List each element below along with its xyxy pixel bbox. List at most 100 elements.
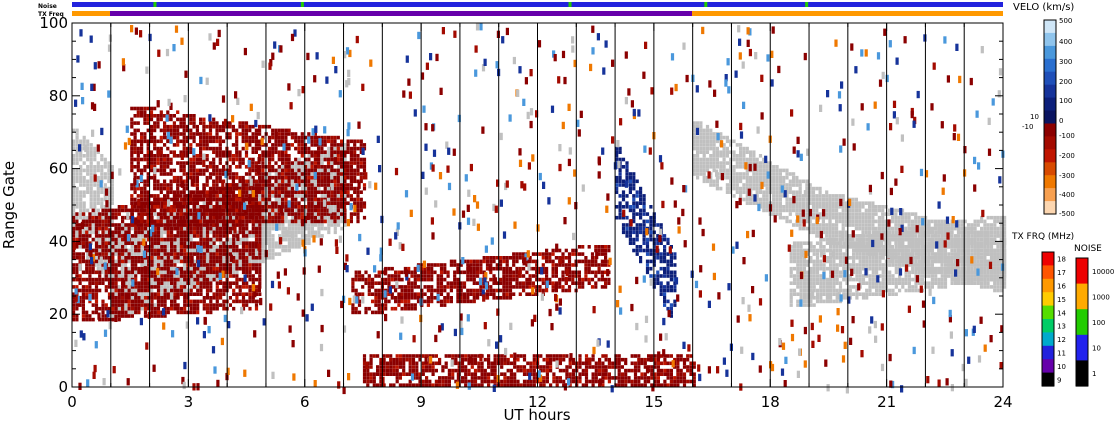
scatter-cell — [215, 263, 219, 267]
scatter-cell — [94, 303, 99, 307]
scatter-cell — [891, 237, 895, 242]
scatter-cell — [264, 234, 269, 238]
scatter-cell — [811, 205, 816, 209]
scatter-cell — [163, 288, 167, 293]
scatter-cell — [861, 212, 865, 216]
scatter-cell — [937, 248, 941, 253]
scatter-cell — [871, 219, 875, 224]
scatter-cell — [134, 303, 138, 307]
scatter-cell — [101, 212, 105, 216]
scatter-cell — [828, 205, 832, 209]
scatter-cell — [792, 245, 797, 249]
scatter-cell — [96, 237, 100, 242]
scatter-cell — [110, 274, 114, 278]
scatter-cell — [248, 190, 252, 194]
scatter-cell — [85, 288, 89, 293]
scatter-cell — [300, 183, 305, 187]
scatter-cell — [802, 299, 806, 304]
scatter-cell — [712, 168, 716, 173]
scatter-cell — [907, 212, 911, 216]
scatter-cell — [999, 223, 1003, 227]
scatter-cell — [127, 285, 131, 289]
scatter-cell — [245, 252, 249, 256]
scatter-cell — [166, 277, 170, 282]
scatter-cell — [832, 285, 836, 289]
scatter-cell — [150, 299, 154, 304]
scatter-cell — [765, 201, 769, 205]
scatter-cell — [940, 274, 944, 278]
scatter-cell — [81, 259, 85, 264]
scatter-cell — [176, 252, 180, 256]
scatter-cell — [156, 259, 160, 264]
scatter-cell — [891, 215, 895, 220]
scatter-cell — [973, 281, 977, 285]
scatter-cell — [851, 237, 855, 242]
scatter-cell — [986, 252, 990, 256]
scatter-cell — [120, 274, 124, 278]
scatter-cell — [705, 124, 710, 129]
scatter-cell — [179, 226, 183, 231]
scatter-cell — [140, 281, 144, 285]
scatter-cell — [75, 157, 79, 162]
scatter-cell — [163, 226, 167, 231]
scatter-cell — [805, 205, 809, 209]
scatter-cell — [100, 172, 104, 176]
scatter-cell — [999, 234, 1003, 238]
scatter-cell — [343, 157, 347, 162]
scatter-cell — [809, 274, 813, 278]
scatter-cell — [719, 168, 723, 173]
scatter-cell — [785, 186, 789, 191]
scatter-cell — [100, 201, 104, 205]
scatter-cell — [72, 201, 76, 205]
scatter-cell — [993, 277, 997, 282]
scatter-cell — [815, 256, 820, 260]
scatter-cell — [785, 194, 789, 198]
scatter-cell — [709, 165, 713, 169]
scatter-cell — [845, 263, 849, 267]
scatter-cell — [150, 205, 154, 209]
scatter-cell — [166, 212, 170, 216]
scatter-cell — [297, 223, 301, 227]
scatter-cell — [111, 285, 115, 289]
scatter-cell — [775, 190, 779, 194]
scatter-cell — [72, 223, 76, 227]
scatter-cell — [966, 223, 971, 227]
scatter-cell — [176, 256, 180, 260]
scatter-cell — [88, 266, 92, 271]
scatter-cell — [93, 154, 97, 158]
scatter-cell — [287, 241, 291, 245]
scatter-cell — [307, 154, 311, 158]
scatter-cell — [699, 161, 703, 165]
scatter-cell — [983, 230, 987, 235]
scatter-cell — [799, 277, 803, 282]
scatter-cell — [705, 150, 710, 154]
scatter-cell — [75, 146, 79, 151]
scatter-cell — [176, 205, 180, 209]
scatter-cell — [166, 285, 170, 289]
scatter-cell — [130, 285, 134, 289]
scatter-cell — [742, 154, 746, 158]
scatter-cell — [156, 303, 161, 307]
scatter-cell — [150, 292, 154, 296]
scatter-cell — [819, 245, 823, 249]
scatter-cell — [742, 197, 746, 202]
scatter-cell — [300, 234, 305, 238]
scatter-cell — [85, 263, 89, 267]
scatter-cell — [762, 175, 766, 180]
scatter-cell — [117, 310, 121, 315]
scatter-cell — [75, 314, 79, 318]
scatter-cell — [176, 219, 180, 224]
scatter-cell — [798, 223, 802, 227]
scatter-cell — [189, 270, 193, 275]
scatter-cell — [96, 161, 100, 165]
scatter-cell — [805, 219, 809, 224]
scatter-cell — [838, 270, 843, 275]
scatter-cell — [772, 197, 776, 202]
scatter-cell — [838, 219, 842, 224]
scatter-cell — [156, 215, 160, 220]
scatter-cell — [792, 274, 797, 278]
scatter-cell — [802, 288, 806, 293]
scatter-cell — [758, 201, 763, 205]
scatter-cell — [735, 161, 739, 165]
scatter-cell — [170, 237, 174, 242]
